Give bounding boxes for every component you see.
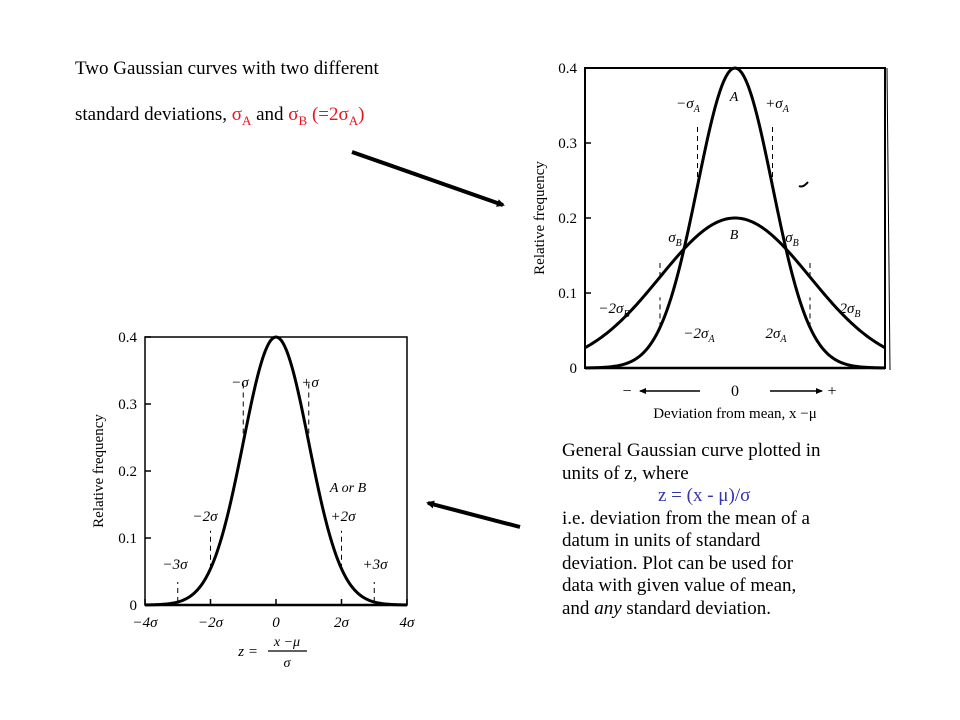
stray-mark: [798, 181, 809, 188]
sigma-relation: (=2σ: [307, 104, 349, 125]
curve-series-b: [584, 216, 886, 350]
label-minus-2sigma-a: −2σA: [683, 326, 715, 345]
heading-line-2: standard deviations, σA and σB (=2σA): [75, 104, 365, 128]
curve-series-a-or-b: [144, 335, 408, 607]
explanation-line-2: units of z, where: [562, 462, 689, 484]
label-plus-3sigma: +3σ: [362, 557, 388, 573]
explanation-line-1: General Gaussian curve plotted in: [562, 440, 821, 461]
sigma-b-symbol: σ: [288, 104, 299, 125]
x-tick-label: 4σ: [400, 615, 416, 631]
y-tick-label: 0.1: [118, 531, 137, 547]
y-tick-label: 0.4: [118, 330, 137, 346]
x-tick-label: 0: [272, 615, 280, 631]
explanation-any: any: [594, 597, 622, 619]
label-minus-sigma-a: −σA: [676, 96, 701, 115]
label-minus-sigma: −σ: [231, 375, 249, 391]
sigma-relation-close: ): [358, 104, 365, 125]
ylabel: Relative frequency: [91, 414, 107, 528]
series-b-label: B: [730, 228, 739, 243]
ylabel: Relative frequency: [532, 161, 548, 275]
label-minus-2sigma-b: −2σB: [598, 301, 629, 320]
sigma-a-symbol: σ: [231, 104, 242, 125]
chart-two-gaussians: 0 0.1 0.2 0.3 0.4 Relative frequency Deviati…: [532, 61, 891, 422]
explanation-line-8-and: and: [562, 597, 595, 619]
y-tick-label: 0: [570, 361, 578, 377]
y-tick-label: 0.3: [558, 136, 577, 152]
x-tick-label: 2σ: [334, 615, 350, 631]
sigma-relation-subscript: A: [348, 113, 359, 128]
label-plus-sigma: +σ: [301, 375, 319, 391]
x-axis-plus: +: [827, 383, 836, 400]
y-tick-label: 0.3: [118, 397, 137, 413]
label-sigma-b-left: σB: [668, 230, 682, 249]
sigma-a-subscript: A: [241, 113, 252, 128]
sigma-b-subscript: B: [298, 113, 308, 128]
xlabel: Deviation from mean, x −μ: [653, 406, 817, 422]
label-minus-2sigma: −2σ: [192, 509, 218, 525]
plot-border-accent: [886, 67, 891, 371]
heading-line-2-prefix: standard deviations,: [75, 104, 232, 125]
label-plus-2sigma: +2σ: [330, 509, 356, 525]
explanation-line-6: deviation. Plot can be used for: [562, 552, 794, 574]
label-plus-2sigma-a: 2σA: [765, 326, 787, 345]
series-a-label: A: [729, 90, 739, 105]
y-tick-label: 0.1: [558, 286, 577, 302]
explanation-line-4: i.e. deviation from the mean of a: [562, 507, 810, 529]
x-axis-zero: 0: [731, 383, 739, 400]
z-formula: z = (x - μ)/σ: [658, 485, 751, 506]
curve-series-a: [584, 66, 886, 370]
arrow-to-top-chart: [351, 150, 505, 207]
y-tick-label: 0: [130, 598, 138, 614]
xlabel-numerator: x −μ: [273, 635, 300, 650]
arrow-to-bottom-chart: [426, 500, 521, 529]
explanation-line-7: data with given value of mean,: [562, 575, 797, 596]
heading-and: and: [251, 104, 289, 125]
x-tick-label: −4σ: [132, 615, 158, 631]
y-tick-label: 0.2: [558, 211, 577, 227]
explanation-line-8-rest: standard deviation.: [621, 597, 771, 619]
series-label: A or B: [329, 481, 367, 496]
y-tick-label: 0.4: [558, 61, 577, 77]
x-tick-label: −2σ: [198, 615, 224, 631]
explanation-line-5: datum in units of standard: [562, 530, 761, 551]
label-minus-3sigma: −3σ: [162, 557, 188, 573]
x-axis-minus: −: [622, 383, 631, 400]
label-sigma-b-right: σB: [785, 230, 799, 249]
explanation-line-8: and any standard deviation.: [562, 598, 942, 621]
y-tick-label: 0.2: [118, 464, 137, 480]
explanation-text: General Gaussian curve plotted in units …: [562, 440, 942, 620]
chart-standard-gaussian: 0 0.1 0.2 0.3 0.4 −4σ −2σ 0 2σ 4σ Relative freque…: [91, 330, 415, 671]
heading-line-1: Two Gaussian curves with two different: [75, 58, 379, 79]
label-plus-2sigma-b: 2σB: [839, 301, 860, 320]
xlabel-prefix: z =: [237, 644, 258, 660]
xlabel-denominator: σ: [284, 656, 292, 671]
label-plus-sigma-a: +σA: [765, 96, 790, 115]
